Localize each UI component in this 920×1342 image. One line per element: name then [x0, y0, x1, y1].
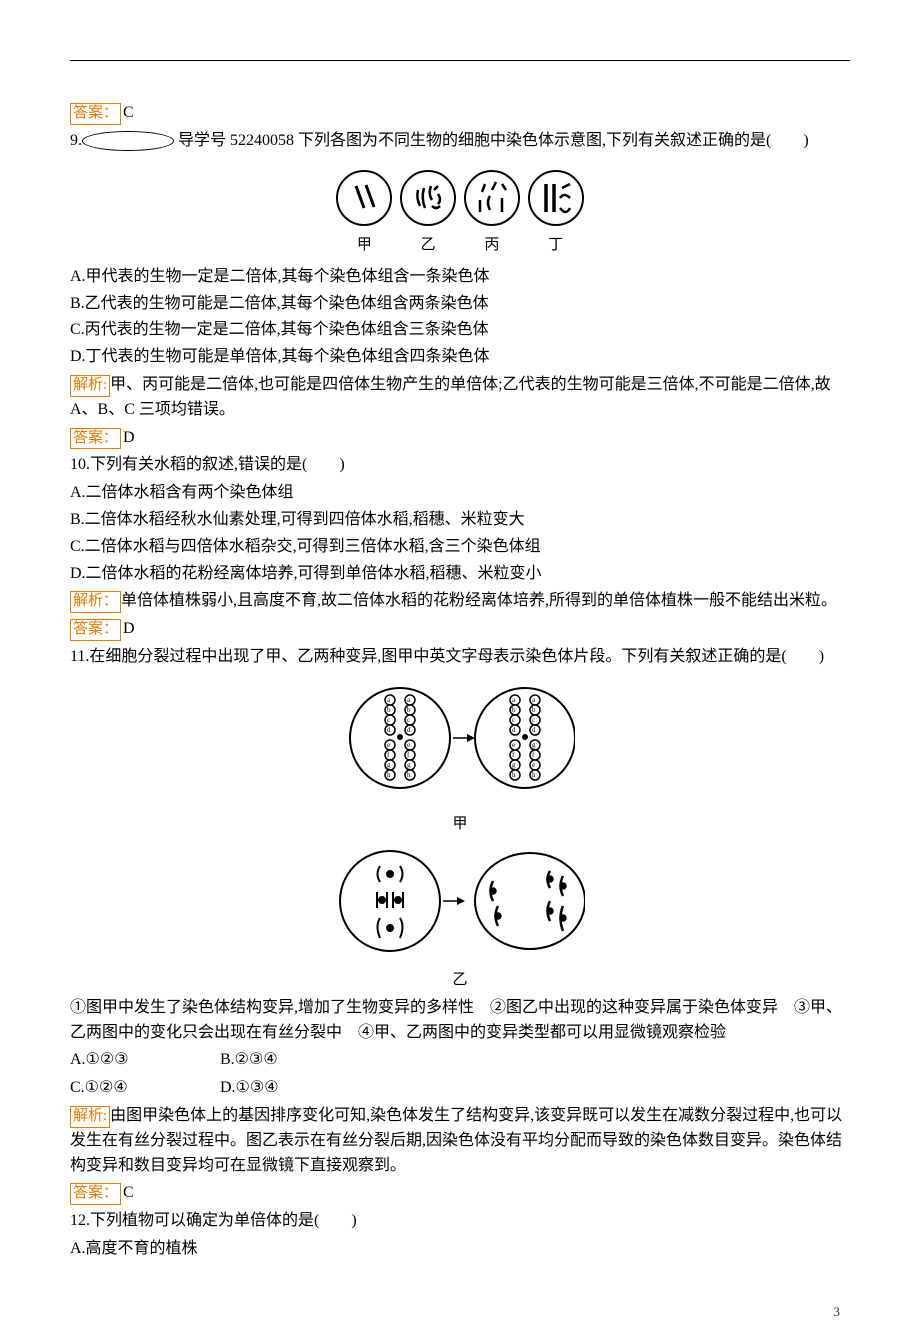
label-jia: 甲	[334, 234, 394, 257]
svg-text:d: d	[532, 726, 536, 734]
svg-text:e: e	[387, 741, 390, 749]
q9-explain: 解析:甲、丙可能是二倍体,也可能是四倍体生物产生的单倍体;乙代表的生物可能是三倍…	[70, 373, 850, 423]
q11-B: B.②③④	[220, 1048, 370, 1073]
q11-answer-letter: C	[123, 1181, 134, 1206]
q10-stem: 10.下列有关水稻的叙述,错误的是( )	[70, 453, 850, 478]
q11-label-jia: 甲	[70, 813, 850, 836]
q10-stem-text: 下列有关水稻的叙述,错误的是( )	[90, 456, 345, 473]
svg-text:c: c	[532, 716, 535, 724]
answer-tag: 答案：	[70, 619, 121, 641]
svg-text:d: d	[512, 726, 516, 734]
answer-tag: 答案：	[70, 1183, 121, 1205]
q9-figure	[70, 168, 850, 228]
q9-C: C.丙代表的生物一定是二倍体,其每个染色体组含三条染色体	[70, 318, 850, 343]
svg-text:g: g	[512, 761, 516, 769]
cell-bing	[462, 168, 522, 228]
q10-explain-text: 单倍体植株弱小,且高度不育,故二倍体水稻的花粉经离体培养,所得到的单倍体植株一般…	[121, 592, 837, 609]
svg-text:d: d	[387, 726, 391, 734]
svg-text:c: c	[407, 716, 410, 724]
q9-labels: 甲 乙 丙 丁	[70, 234, 850, 257]
explain-tag: 解析:	[70, 1106, 110, 1128]
ans-8: 答案：C	[70, 101, 850, 126]
q10-answer-letter: D	[123, 617, 135, 642]
svg-text:d: d	[407, 726, 411, 734]
svg-text:g: g	[407, 761, 411, 769]
svg-text:h: h	[407, 771, 411, 779]
q9-options: A.甲代表的生物一定是二倍体,其每个染色体组含一条染色体 B.乙代表的生物可能是…	[70, 265, 850, 370]
q10-explain: 解析：单倍体植株弱小,且高度不育,故二倍体水稻的花粉经离体培养,所得到的单倍体植…	[70, 589, 850, 614]
q12-A: A.高度不育的植株	[70, 1237, 850, 1262]
label-bing: 丙	[462, 234, 522, 257]
q11-figure-yi	[70, 846, 850, 965]
q12-num: 12.	[70, 1212, 90, 1229]
label-yi: 乙	[398, 234, 458, 257]
svg-text:b: b	[387, 706, 391, 714]
cell-ding	[526, 168, 586, 228]
svg-text:b: b	[512, 706, 516, 714]
ans8-letter: C	[123, 101, 134, 126]
q9-num: 9.	[70, 132, 82, 149]
q9-stem-rest: 下列各图为不同生物的细胞中染色体示意图,下列有关叙述正确的是( )	[294, 132, 809, 149]
svg-text:c: c	[387, 716, 390, 724]
page-number: 3	[834, 1302, 841, 1322]
q9-answer-letter: D	[123, 426, 135, 451]
q10-C: C.二倍体水稻与四倍体水稻杂交,可得到三倍体水稻,含三个染色体组	[70, 535, 850, 560]
cell-yi	[398, 168, 458, 228]
q11-body: ①图甲中发生了染色体结构变异,增加了生物变异的多样性 ②图乙中出现的这种变异属于…	[70, 996, 850, 1046]
oval-blank	[82, 131, 174, 151]
q10-options: A.二倍体水稻含有两个染色体组 B.二倍体水稻经秋水仙素处理,可得到四倍体水稻,…	[70, 481, 850, 586]
q9-daoxue: 导学号 52240058	[178, 132, 294, 149]
svg-text:c: c	[512, 716, 515, 724]
explain-tag: 解析：	[70, 591, 121, 613]
label-ding: 丁	[526, 234, 586, 257]
q11-explain: 解析:由图甲染色体上的基因排序变化可知,染色体发生了结构变异,该变异既可以发生在…	[70, 1104, 850, 1178]
svg-text:g: g	[532, 741, 536, 749]
q11-answer: 答案：C	[70, 1181, 850, 1206]
q9-D: D.丁代表的生物可能是单倍体,其每个染色体组含四条染色体	[70, 345, 850, 370]
q10-num: 10.	[70, 456, 90, 473]
q11-A: A.①②③	[70, 1048, 220, 1073]
q10-answer: 答案：D	[70, 617, 850, 642]
q12-stem: 12.下列植物可以确定为单倍体的是( )	[70, 1209, 850, 1234]
q11-figure-jia: abcd efgh abcd efgh abcd	[70, 680, 850, 809]
svg-text:e: e	[407, 741, 410, 749]
svg-text:g: g	[387, 761, 391, 769]
q9-A: A.甲代表的生物一定是二倍体,其每个染色体组含一条染色体	[70, 265, 850, 290]
svg-text:b: b	[407, 706, 411, 714]
q9-B: B.乙代表的生物可能是二倍体,其每个染色体组含两条染色体	[70, 292, 850, 317]
q11-options: A.①②③B.②③④ C.①②④D.①③④	[70, 1048, 850, 1101]
q11-label-yi: 乙	[70, 969, 850, 992]
q11-stem-text: 在细胞分裂过程中出现了甲、乙两种变异,图甲中英文字母表示染色体片段。下列有关叙述…	[89, 648, 824, 665]
q10-B: B.二倍体水稻经秋水仙素处理,可得到四倍体水稻,稻穗、米粒变大	[70, 508, 850, 533]
answer-tag: 答案：	[70, 103, 121, 125]
q9-stem: 9. 导学号 52240058 下列各图为不同生物的细胞中染色体示意图,下列有关叙…	[70, 129, 850, 154]
svg-text:e: e	[532, 761, 535, 769]
svg-text:h: h	[512, 771, 516, 779]
q11-D: D.①③④	[220, 1076, 370, 1101]
q10-A: A.二倍体水稻含有两个染色体组	[70, 481, 850, 506]
q11-stem: 11.在细胞分裂过程中出现了甲、乙两种变异,图甲中英文字母表示染色体片段。下列有…	[70, 645, 850, 670]
q10-D: D.二倍体水稻的花粉经离体培养,可得到单倍体水稻,稻穗、米粒变小	[70, 562, 850, 587]
q9-answer: 答案：D	[70, 426, 850, 451]
q11-C: C.①②④	[70, 1076, 220, 1101]
svg-text:b: b	[532, 706, 536, 714]
cell-jia	[334, 168, 394, 228]
svg-text:e: e	[512, 741, 515, 749]
explain-tag: 解析:	[70, 375, 110, 397]
q12-stem-text: 下列植物可以确定为单倍体的是( )	[90, 1212, 357, 1229]
q11-num: 11.	[70, 648, 89, 665]
q11-explain-text: 由图甲染色体上的基因排序变化可知,染色体发生了结构变异,该变异既可以发生在减数分…	[70, 1107, 842, 1174]
q9-explain-text: 甲、丙可能是二倍体,也可能是四倍体生物产生的单倍体;乙代表的生物可能是三倍体,不…	[70, 376, 831, 418]
answer-tag: 答案：	[70, 428, 121, 450]
svg-text:h: h	[387, 771, 391, 779]
svg-text:h: h	[532, 771, 536, 779]
top-rule	[70, 60, 850, 61]
